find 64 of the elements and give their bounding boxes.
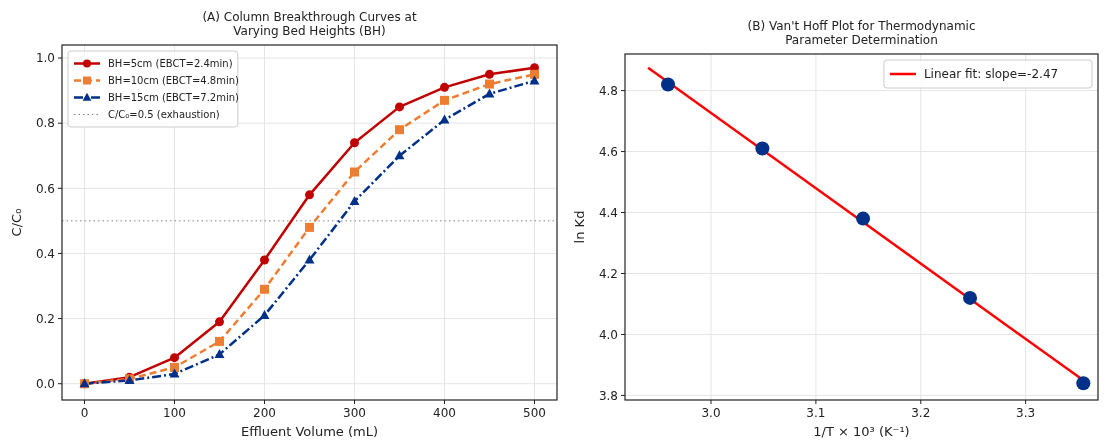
point: [530, 69, 539, 79]
y-axis-title: ln Kd: [572, 210, 587, 244]
y-tick-label: 4.0: [598, 327, 618, 342]
point: [305, 190, 314, 200]
point: [215, 336, 224, 346]
x-tick-label: 3.0: [701, 406, 721, 420]
chart-title: (A) Column Breakthrough Curves at Varying Bed Heights (BH): [202, 10, 417, 38]
y-tick-label: 0.0: [35, 376, 55, 391]
point: [259, 309, 270, 319]
x-tick-label: 300: [343, 406, 366, 420]
x-tick-label: 0: [80, 406, 89, 420]
y-axis-title: C/C₀: [9, 208, 24, 237]
legend-label: BH=5cm (EBCT=2.4min): [108, 58, 233, 69]
x-tick-label: 3.3: [1016, 406, 1036, 420]
point: [215, 317, 224, 327]
point: [395, 102, 404, 112]
point: [529, 75, 540, 85]
point: [661, 77, 675, 92]
y-tick-label: 3.8: [598, 388, 618, 403]
y-tick-label: 0.6: [35, 181, 55, 196]
point: [440, 95, 449, 105]
point: [394, 150, 405, 160]
y-tick-label: 4.6: [598, 144, 618, 159]
point: [395, 125, 404, 135]
point: [305, 222, 314, 232]
y-tick-label: 4.2: [598, 266, 618, 281]
x-tick-label: 400: [433, 406, 456, 420]
point: [484, 88, 495, 98]
point: [485, 69, 494, 79]
x-tick-label: 3.1: [806, 406, 826, 420]
x-tick-label: 3.2: [911, 406, 931, 420]
y-tick-label: 0.2: [35, 311, 55, 326]
point: [304, 254, 315, 264]
point: [439, 114, 450, 124]
y-tick-label: 4.8: [598, 83, 618, 98]
point: [485, 79, 494, 89]
y-tick-label: 4.4: [598, 205, 618, 220]
legend-label: C/C₀=0.5 (exhaustion): [108, 109, 220, 120]
x-axis-title: Effluent Volume (mL): [240, 424, 379, 439]
y-tick-label: 0.8: [35, 116, 55, 131]
point: [440, 82, 449, 92]
legend-label: BH=10cm (EBCT=4.8min): [108, 75, 240, 86]
point: [349, 195, 360, 205]
point: [856, 211, 871, 226]
point: [963, 290, 978, 305]
point: [755, 141, 770, 156]
point: [350, 138, 359, 148]
point: [1076, 376, 1091, 391]
chart-title: (B) Van't Hoff Plot for Thermodynamic Parameter Determination: [747, 19, 976, 47]
point: [214, 349, 225, 358]
legend-label: Linear fit: slope=-2.47: [923, 67, 1059, 82]
point: [260, 255, 269, 265]
x-tick-label: 200: [253, 406, 276, 420]
point: [260, 284, 269, 294]
y-tick-label: 0.4: [35, 246, 55, 261]
x-tick-label: 500: [523, 406, 546, 420]
x-axis-title: 1/T × 10³ (K⁻¹): [813, 424, 910, 439]
y-tick-label: 1.0: [35, 51, 55, 66]
point: [350, 167, 359, 177]
legend-label: BH=15cm (EBCT=7.2min): [108, 92, 240, 103]
point: [170, 353, 179, 363]
point: [169, 368, 180, 378]
x-tick-label: 100: [163, 406, 186, 420]
point: [170, 362, 179, 372]
